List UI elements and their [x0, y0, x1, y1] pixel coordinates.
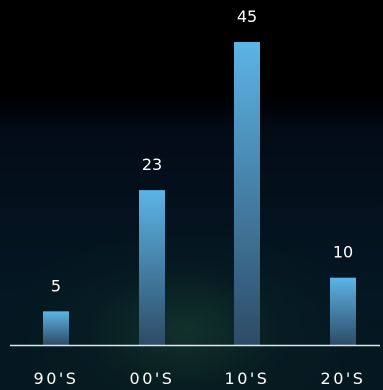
bar-20s [330, 277, 356, 345]
bars-group [43, 42, 356, 345]
x-tick-label: 20'S [321, 369, 366, 388]
bar-00s [139, 190, 165, 345]
data-label: 23 [142, 155, 162, 174]
x-tick-label: 10'S [225, 369, 270, 388]
data-label: 10 [333, 243, 353, 262]
bar-10s [234, 42, 260, 345]
x-tick-label: 00'S [130, 369, 175, 388]
x-tick-labels-group: 90'S 00'S 10'S 20'S [34, 369, 366, 388]
data-label: 5 [51, 276, 61, 295]
value-labels-group: 5 23 45 10 [51, 7, 353, 295]
bar-90s [43, 311, 69, 345]
x-tick-label: 90'S [34, 369, 79, 388]
data-label: 45 [237, 7, 257, 26]
